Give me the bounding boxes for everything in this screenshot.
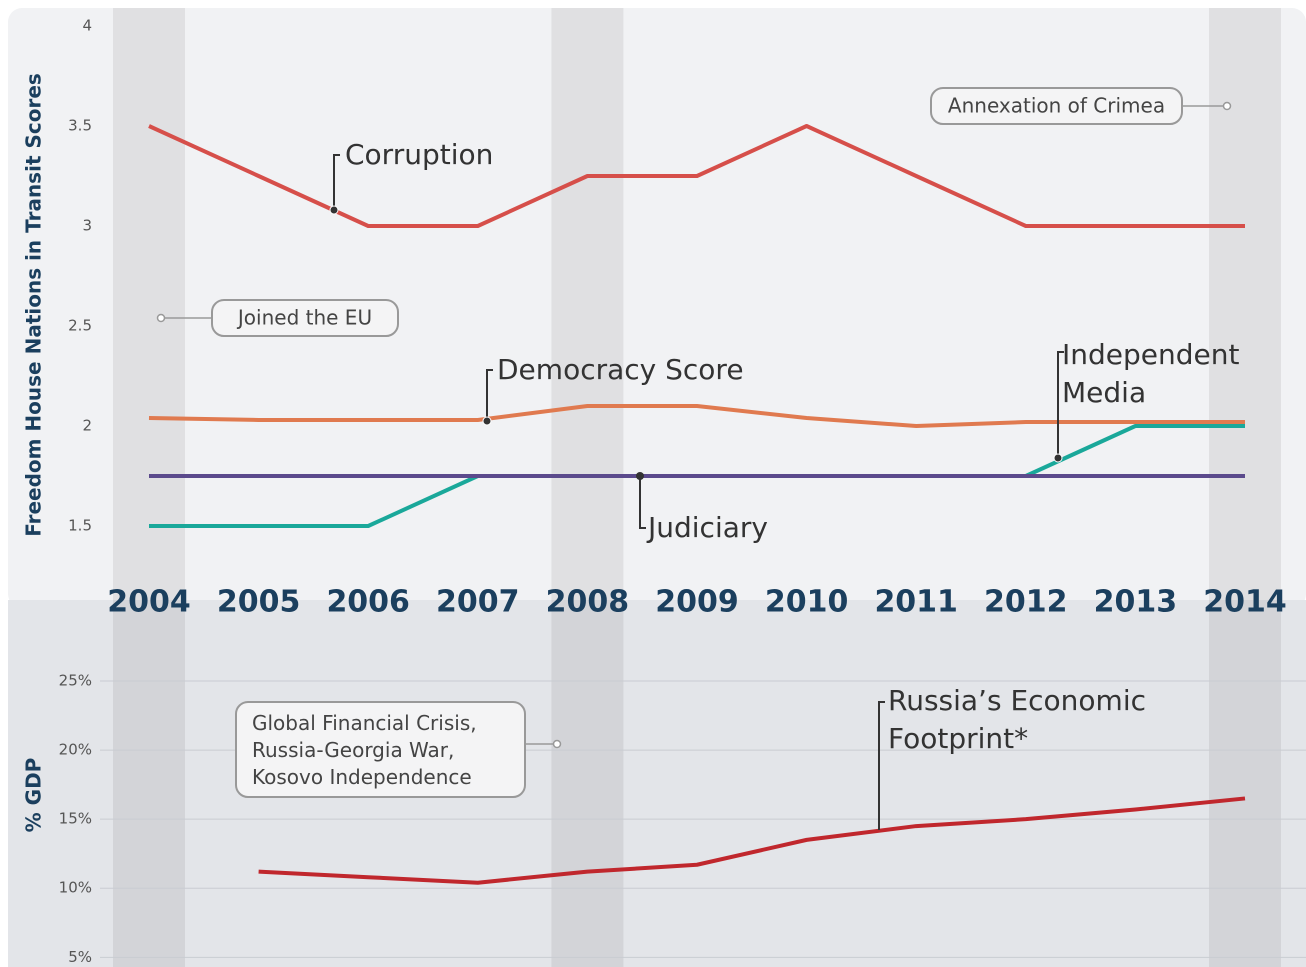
series-label: Independent Media <box>1062 338 1240 409</box>
series-label: Democracy Score <box>497 353 744 386</box>
x-tick-label: 2007 <box>436 585 520 620</box>
series-label-text: Russia’s Economic Footprint* <box>888 684 1146 755</box>
leader-line <box>639 476 646 529</box>
annotation: Joined the EU <box>236 306 372 330</box>
y-tick-label: 4 <box>82 17 92 35</box>
x-tick-label: 2009 <box>655 585 739 620</box>
bottom-panel <box>8 600 1306 967</box>
annotation-box <box>235 701 526 798</box>
leader-line <box>486 369 493 421</box>
series-line <box>148 404 1245 428</box>
x-tick-label: 2006 <box>326 585 410 620</box>
leader-line <box>1057 351 1064 458</box>
annotation-box <box>211 299 399 337</box>
annotation-text: Global Financial Crisis, Russia-Georgia … <box>252 711 477 789</box>
y-tick-label: 2.5 <box>68 317 92 335</box>
leader-line <box>333 154 340 210</box>
annotation: Global Financial Crisis, Russia-Georgia … <box>252 711 477 789</box>
highlight-band <box>1209 8 1281 967</box>
x-tick-label: 2005 <box>217 585 301 620</box>
y-tick-label: 10% <box>59 879 92 897</box>
x-tick-label: 2012 <box>984 585 1068 620</box>
annotation-box <box>930 87 1183 125</box>
x-tick-label: 2008 <box>546 585 630 620</box>
leader-line <box>878 701 885 830</box>
highlight-band <box>113 8 185 967</box>
x-tick-label: 2013 <box>1094 585 1178 620</box>
x-tick-label: 2004 <box>107 585 191 620</box>
annotation-dot <box>552 739 562 749</box>
series-label-text: Independent Media <box>1062 338 1240 409</box>
series-line <box>258 796 1246 885</box>
y-tick-label: 5% <box>68 948 92 966</box>
y-tick-label: 25% <box>59 671 92 689</box>
x-tick-label: 2010 <box>765 585 849 620</box>
annotation-dot <box>156 313 166 323</box>
annotation: Annexation of Crimea <box>948 94 1165 118</box>
x-tick-label: 2011 <box>874 585 958 620</box>
y-tick-label: 20% <box>59 741 92 759</box>
leader-dot <box>482 416 492 426</box>
top-panel <box>8 8 1306 608</box>
leader-dot <box>329 205 339 215</box>
series-label: Judiciary <box>646 511 768 544</box>
leader-dot <box>1053 453 1063 463</box>
highlight-band <box>551 8 624 967</box>
y-tick-label: 3.5 <box>68 117 92 135</box>
series-label: Russia’s Economic Footprint* <box>888 684 1146 755</box>
y-tick-label: 3 <box>82 217 92 235</box>
leader-dot <box>636 472 644 480</box>
y-axis-label: Freedom House Nations in Transit Scores <box>22 73 46 537</box>
y-tick-label: 1.5 <box>68 517 92 535</box>
series-label: Corruption <box>345 138 493 171</box>
y-tick-label: 2 <box>82 417 92 435</box>
annotation-dot <box>1222 101 1232 111</box>
y-axis-label: % GDP <box>22 758 46 833</box>
y-tick-label: 15% <box>59 810 92 828</box>
x-tick-label: 2014 <box>1203 585 1287 620</box>
